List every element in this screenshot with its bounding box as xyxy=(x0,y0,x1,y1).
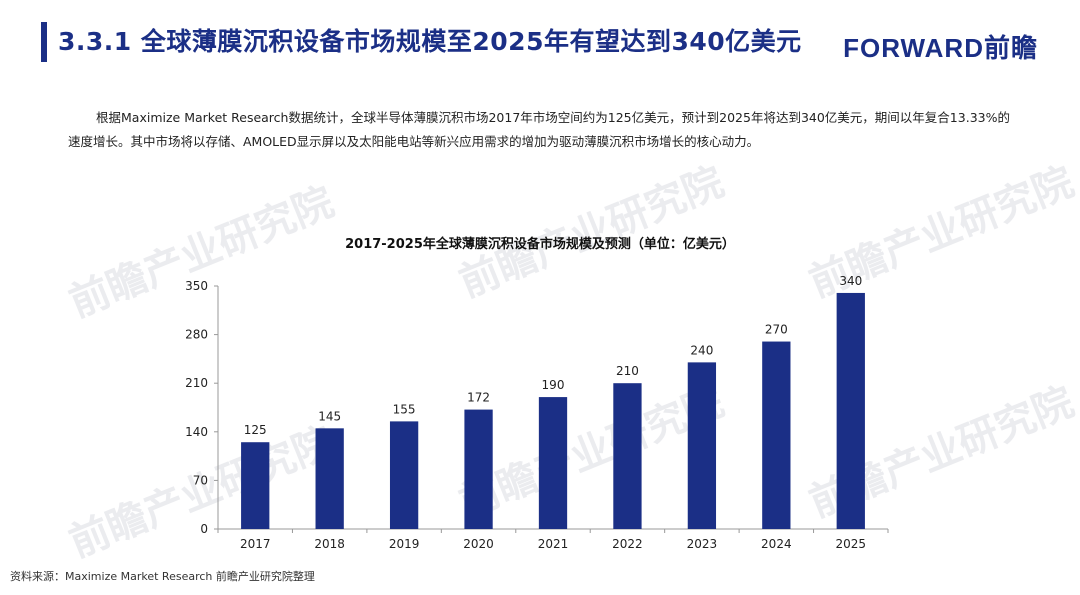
bar xyxy=(836,292,865,529)
page-title: 3.3.1 全球薄膜沉积设备市场规模至2025年有望达到340亿美元 xyxy=(58,27,802,56)
data-label: 190 xyxy=(542,378,565,392)
y-tick-label: 0 xyxy=(200,522,208,536)
bar xyxy=(538,397,568,529)
chart-title: 2017-2025年全球薄膜沉积设备市场规模及预测（单位：亿美元） xyxy=(345,237,735,252)
x-tick-label: 2021 xyxy=(538,537,569,551)
y-tick-label: 70 xyxy=(193,473,208,487)
x-tick-label: 2023 xyxy=(687,537,718,551)
x-tick-label: 2017 xyxy=(240,537,271,551)
x-tick-label: 2018 xyxy=(314,537,345,551)
bar xyxy=(464,409,493,529)
y-tick-label: 280 xyxy=(185,328,208,342)
data-label: 240 xyxy=(690,343,713,357)
data-label: 125 xyxy=(244,423,267,437)
bar xyxy=(762,341,791,529)
intro-text-block: 根据Maximize Market Research数据统计，全球半导体薄膜沉积… xyxy=(68,106,1018,154)
x-tick-label: 2019 xyxy=(389,537,420,551)
y-tick-label: 140 xyxy=(185,425,208,439)
data-label: 172 xyxy=(467,391,490,405)
x-tick-label: 2024 xyxy=(761,537,792,551)
bar xyxy=(241,442,270,529)
brand-logo: FORWARD前瞻 xyxy=(843,33,1038,63)
data-label: 270 xyxy=(765,323,788,337)
bar xyxy=(315,428,344,529)
title-accent-bar xyxy=(41,22,47,62)
y-tick-label: 350 xyxy=(185,279,208,293)
x-tick-label: 2020 xyxy=(463,537,494,551)
source-note: 资料来源：Maximize Market Research 前瞻产业研究院整理 xyxy=(10,570,315,583)
data-label: 155 xyxy=(393,402,416,416)
data-label: 340 xyxy=(839,274,862,288)
data-label: 210 xyxy=(616,364,639,378)
bar xyxy=(687,362,717,529)
data-label: 145 xyxy=(318,409,341,423)
intro-paragraph: 根据Maximize Market Research数据统计，全球半导体薄膜沉积… xyxy=(68,110,1010,149)
bar xyxy=(613,383,642,529)
x-tick-label: 2025 xyxy=(836,537,867,551)
bar xyxy=(389,421,419,529)
x-tick-label: 2022 xyxy=(612,537,643,551)
y-tick-label: 210 xyxy=(185,376,208,390)
